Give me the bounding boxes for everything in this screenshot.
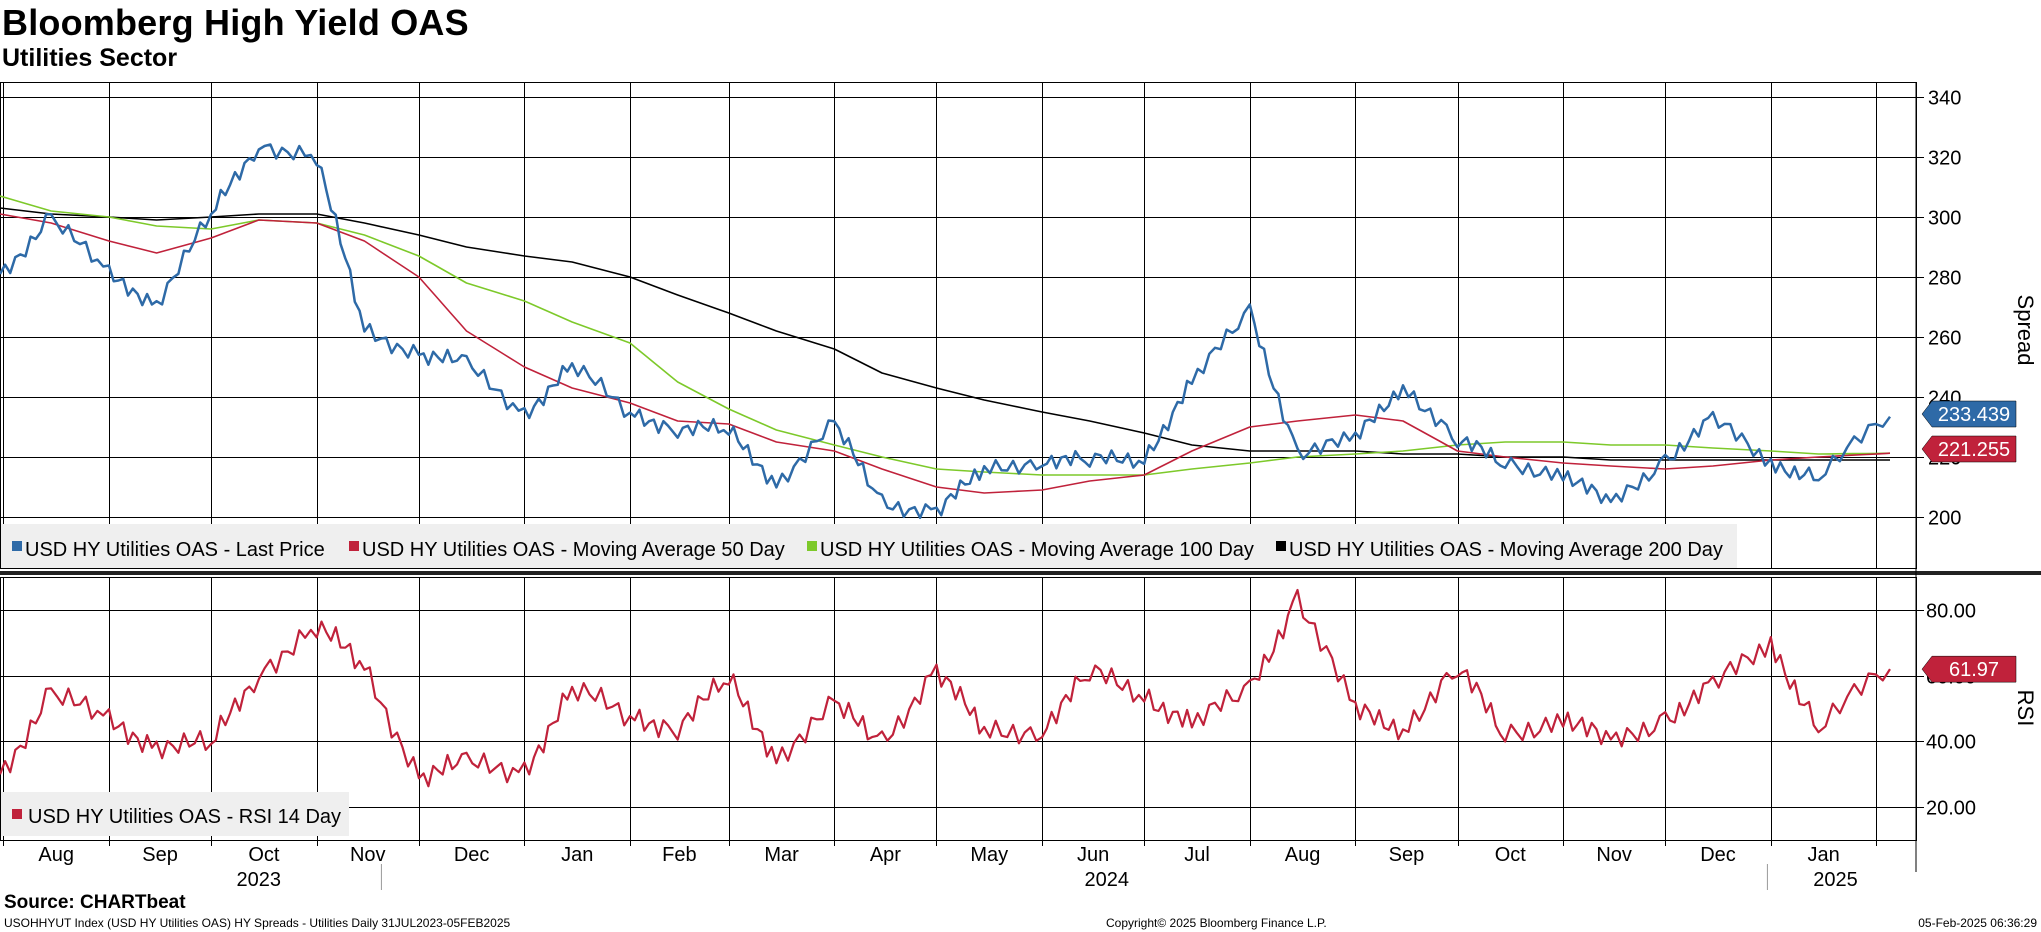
chart-subtitle: Utilities Sector <box>2 44 178 72</box>
chart-title: Bloomberg High Yield OAS <box>2 2 469 43</box>
x-month-label: Sep <box>142 844 178 866</box>
x-month-label: May <box>970 844 1008 866</box>
x-month-label: Jul <box>1184 844 1210 866</box>
x-month-label: Feb <box>662 844 696 866</box>
lower-y-axis-label: RSI <box>2013 690 2038 727</box>
legend-label: USD HY Utilities OAS - Moving Average 10… <box>820 539 1254 561</box>
x-month-label: Dec <box>454 844 490 866</box>
legend-swatch <box>12 809 22 819</box>
legend-swatch <box>807 541 817 551</box>
x-month-label: Aug <box>1285 844 1321 866</box>
legend-swatch <box>349 541 359 551</box>
x-month-label: Apr <box>870 844 901 866</box>
upper-legend-bg <box>1 524 1737 568</box>
upper-y-tick-label: 280 <box>1928 268 1961 290</box>
x-month-label: Sep <box>1389 844 1425 866</box>
rsi-value-tag: 61.97 <box>1949 659 1999 681</box>
legend-swatch <box>1276 541 1286 551</box>
x-month-label: Jan <box>1807 844 1839 866</box>
x-year-label: 2023 <box>237 869 282 891</box>
legend-swatch <box>12 541 22 551</box>
upper-y-tick-label: 320 <box>1928 148 1961 170</box>
ma50-value-tag: 221.255 <box>1938 439 2010 461</box>
x-year-label: 2025 <box>1813 869 1858 891</box>
x-month-label: Nov <box>1596 844 1632 866</box>
x-month-label: Nov <box>350 844 386 866</box>
legend-label: USD HY Utilities OAS - Last Price <box>25 539 325 561</box>
rsi-value-tag-bg <box>1921 655 2017 683</box>
x-month-label: Oct <box>1495 844 1527 866</box>
x-month-label: Mar <box>764 844 799 866</box>
lower-y-tick-label: 40.00 <box>1926 732 1976 754</box>
x-month-label: Aug <box>38 844 74 866</box>
last-price-value-tag-bg <box>1921 400 2017 428</box>
x-year-label: 2024 <box>1085 869 1130 891</box>
footer-copyright: Copyright© 2025 Bloomberg Finance L.P. <box>1106 916 1327 930</box>
upper-panel-frame <box>0 82 1917 569</box>
series-line-rsi <box>0 588 1891 788</box>
series-line-ma50 <box>0 213 1891 494</box>
series-line-ma200 <box>0 207 1890 461</box>
lower-y-tick-label: 80.00 <box>1926 601 1976 623</box>
footer-ticker: USOHHYUT Index (USD HY Utilities OAS) HY… <box>4 916 511 930</box>
x-month-label: Jan <box>561 844 593 866</box>
series-line-last-price <box>0 143 1892 520</box>
footer-timestamp: 05-Feb-2025 06:36:29 <box>1918 916 2037 930</box>
last-price-value-tag: 233.439 <box>1938 404 2010 426</box>
upper-y-tick-label: 300 <box>1928 208 1961 230</box>
series-line-ma100 <box>0 195 1891 476</box>
upper-y-tick-label: 340 <box>1928 88 1961 110</box>
upper-y-axis-label: Spread <box>2013 295 2038 366</box>
x-month-label: Dec <box>1700 844 1736 866</box>
legend-label: USD HY Utilities OAS - Moving Average 50… <box>362 539 785 561</box>
legend-label: USD HY Utilities OAS - Moving Average 20… <box>1289 539 1723 561</box>
upper-y-tick-label: 200 <box>1928 508 1961 530</box>
upper-y-tick-label: 260 <box>1928 328 1961 350</box>
ma50-value-tag-bg <box>1921 435 2017 463</box>
lower-y-tick-label: 20.00 <box>1926 798 1976 820</box>
x-month-label: Jun <box>1077 844 1109 866</box>
source-label: Source: CHARTbeat <box>4 892 186 913</box>
lower-legend-bg <box>1 792 349 836</box>
legend-label: USD HY Utilities OAS - RSI 14 Day <box>28 806 341 828</box>
x-month-label: Oct <box>248 844 280 866</box>
